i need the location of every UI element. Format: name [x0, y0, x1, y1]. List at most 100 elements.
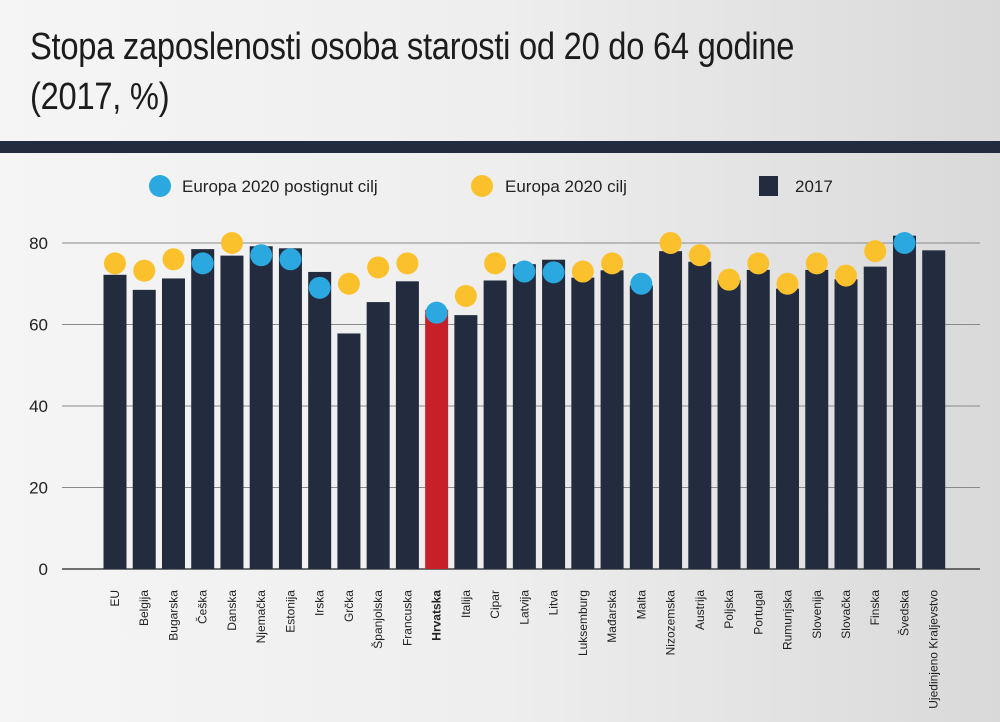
- bar-26: [863, 266, 887, 569]
- bar-0: [103, 274, 127, 569]
- x-tick-label: Španjolska: [370, 590, 385, 649]
- target-dot-0: [104, 252, 126, 275]
- target-dot-6: [279, 248, 302, 271]
- x-tick-label: Finska: [868, 590, 882, 626]
- legend-label: Europa 2020 postignut cilj: [182, 177, 378, 196]
- x-tick-label: Portugal: [751, 590, 765, 635]
- bar-3: [191, 249, 215, 570]
- bar-7: [308, 271, 332, 569]
- target-dot-19: [659, 232, 682, 254]
- y-tick-label: 40: [29, 397, 48, 416]
- legend-label: Europa 2020 cilj: [505, 177, 627, 196]
- x-tick-label: Rumunjska: [781, 590, 795, 650]
- x-tick-label: Poljska: [722, 590, 736, 629]
- bar-8: [337, 333, 361, 569]
- x-tick-label: Litva: [547, 590, 561, 616]
- x-tick-label: Luksemburg: [576, 590, 590, 656]
- bar-4: [220, 255, 244, 569]
- target-dot-3: [191, 252, 214, 275]
- x-tick-label: Malta: [634, 590, 648, 620]
- target-dot-10: [396, 252, 419, 275]
- bar-23: [776, 288, 800, 569]
- bar-19: [659, 251, 683, 569]
- bar-18: [629, 285, 653, 569]
- target-dot-27: [893, 232, 916, 254]
- target-dot-11: [425, 301, 448, 324]
- x-tick-label: Nizozemska: [664, 590, 678, 656]
- target-dot-15: [542, 261, 565, 284]
- bar-21: [717, 280, 741, 569]
- x-tick-label: Mađarska: [605, 590, 619, 643]
- target-dot-2: [162, 248, 185, 271]
- x-tick-label: Italija: [459, 590, 473, 618]
- x-tick-label: Njemačka: [254, 590, 268, 644]
- target-dot-12: [454, 284, 477, 307]
- y-tick-label: 80: [29, 234, 48, 253]
- target-dot-9: [367, 256, 390, 279]
- x-tick-label: Češka: [195, 590, 210, 624]
- target-dot-17: [601, 252, 624, 275]
- bar-27: [892, 235, 916, 570]
- x-tick-label: Belgija: [137, 590, 151, 626]
- y-tick-label: 60: [29, 316, 48, 335]
- bar-10: [395, 281, 419, 569]
- bar-24: [805, 269, 829, 569]
- bar-11: [425, 309, 449, 569]
- legend-marker: [149, 175, 171, 197]
- target-dot-14: [513, 260, 536, 283]
- y-tick-label: 0: [39, 560, 48, 579]
- x-tick-label: Hrvatska: [430, 590, 444, 641]
- x-tick-label: Francuska: [400, 590, 414, 646]
- target-dot-26: [864, 240, 887, 263]
- target-dot-4: [220, 232, 243, 254]
- target-dot-18: [630, 272, 653, 295]
- bars: [103, 235, 946, 570]
- target-dot-5: [250, 244, 273, 267]
- target-dot-16: [571, 260, 594, 283]
- chart-title: Stopa zaposlenosti osoba starosti od 20 …: [30, 26, 795, 118]
- x-tick-label: Grčka: [342, 590, 356, 622]
- x-tick-label: Irska: [313, 590, 327, 616]
- bar-25: [834, 279, 858, 569]
- x-axis-labels: EU Belgija Bugarska Češka Danska Njemačka Esto…: [108, 590, 941, 709]
- bar-17: [600, 270, 624, 569]
- bar-1: [132, 289, 156, 569]
- bar-12: [454, 315, 478, 569]
- bar-20: [688, 261, 712, 569]
- bar-16: [571, 277, 595, 569]
- x-tick-label: Švedska: [896, 590, 911, 636]
- x-tick-label: Latvija: [517, 590, 531, 625]
- x-tick-label: Cipar: [488, 590, 502, 619]
- bar-5: [249, 246, 273, 569]
- bar-2: [161, 278, 185, 569]
- x-tick-label: EU: [108, 590, 122, 607]
- bar-6: [278, 248, 302, 570]
- target-dot-21: [718, 268, 741, 291]
- legend: Europa 2020 postignut cilj Europa 2020 ci…: [149, 175, 833, 197]
- target-dot-7: [308, 276, 331, 299]
- x-tick-label: Austrija: [693, 590, 707, 630]
- legend-marker: [471, 175, 493, 197]
- x-tick-label: Ujedinjeno Kraljevstvo: [927, 590, 941, 709]
- target-dot-13: [484, 252, 507, 275]
- x-tick-label: Estonija: [283, 590, 297, 633]
- target-dot-22: [747, 252, 770, 275]
- target-dot-24: [805, 252, 828, 275]
- bar-22: [746, 269, 770, 569]
- bar-28: [922, 250, 946, 569]
- x-tick-label: Slovačka: [839, 590, 853, 639]
- target-dot-23: [776, 272, 799, 295]
- target-dot-25: [835, 264, 857, 287]
- x-tick-label: Danska: [225, 590, 239, 631]
- target-dot-20: [688, 244, 711, 267]
- bar-13: [483, 280, 507, 569]
- legend-label: 2017: [795, 177, 833, 196]
- title-divider: [0, 141, 1000, 153]
- target-dot-1: [133, 259, 156, 282]
- bar-14: [512, 264, 536, 569]
- bar-15: [542, 259, 566, 569]
- x-tick-label: Slovenija: [810, 590, 824, 639]
- legend-marker: [759, 176, 778, 196]
- y-tick-label: 20: [29, 479, 48, 498]
